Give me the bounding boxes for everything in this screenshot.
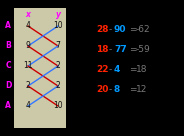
Text: -62: -62 (136, 26, 151, 35)
Text: 28: 28 (96, 26, 109, 35)
Text: B: B (5, 41, 11, 50)
Text: 11: 11 (23, 61, 33, 70)
Text: -: - (109, 46, 112, 55)
Text: 12: 12 (136, 86, 147, 95)
Text: 22: 22 (96, 66, 109, 75)
Text: A: A (5, 101, 11, 110)
Text: 2: 2 (56, 61, 60, 70)
Text: 7: 7 (56, 41, 60, 50)
Text: -59: -59 (136, 46, 151, 55)
Text: A: A (5, 21, 11, 30)
Text: 4: 4 (26, 101, 30, 110)
Text: D: D (5, 81, 11, 90)
Text: y: y (56, 10, 61, 19)
Text: 4: 4 (114, 66, 120, 75)
Text: 4: 4 (26, 21, 30, 30)
Text: =: = (129, 46, 137, 55)
Text: 9: 9 (26, 41, 30, 50)
Text: x: x (26, 10, 30, 19)
Text: =: = (129, 66, 137, 75)
Text: 90: 90 (114, 26, 127, 35)
Text: 77: 77 (114, 46, 127, 55)
FancyBboxPatch shape (14, 8, 66, 128)
Text: 18: 18 (136, 66, 148, 75)
Text: C: C (5, 61, 11, 70)
Text: =: = (129, 26, 137, 35)
Text: -: - (109, 26, 112, 35)
Text: 2: 2 (26, 81, 30, 90)
Text: -: - (109, 86, 112, 95)
Text: 10: 10 (53, 21, 63, 30)
Text: 2: 2 (56, 81, 60, 90)
Text: 10: 10 (53, 101, 63, 110)
Text: -: - (109, 66, 112, 75)
Text: =: = (129, 86, 137, 95)
Text: 18: 18 (96, 46, 109, 55)
Text: 8: 8 (114, 86, 120, 95)
Text: 20: 20 (96, 86, 108, 95)
